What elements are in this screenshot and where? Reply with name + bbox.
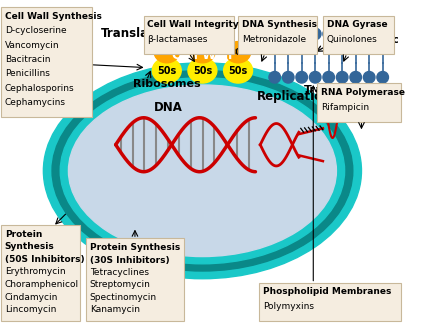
Text: RNA Polymerase: RNA Polymerase [321,88,405,97]
Text: 30s: 30s [158,48,176,57]
Text: Penicillins: Penicillins [5,69,50,78]
Ellipse shape [52,70,353,271]
Text: Rifampicin: Rifampicin [321,103,369,112]
Ellipse shape [43,63,362,279]
Text: Tetracyclines: Tetracyclines [90,268,149,277]
Text: 30s: 30s [229,48,247,57]
Ellipse shape [154,41,179,63]
Text: Streptomycin: Streptomycin [90,280,151,290]
Circle shape [282,71,294,83]
Text: DNA Gyrase: DNA Gyrase [327,20,387,29]
Text: Lincomycin: Lincomycin [5,305,56,314]
Text: Protein Synthesis: Protein Synthesis [90,243,180,252]
Text: (30S Inhibitors): (30S Inhibitors) [90,256,169,265]
Circle shape [296,28,307,40]
FancyBboxPatch shape [259,283,401,321]
Text: Cytoplasmic
Membrane: Cytoplasmic Membrane [328,35,400,56]
Circle shape [377,71,389,83]
Circle shape [350,28,362,40]
FancyBboxPatch shape [1,7,92,117]
Text: Cephamycins: Cephamycins [5,98,66,107]
Text: β-lactamases: β-lactamases [147,35,208,44]
Text: D-cycloserine: D-cycloserine [5,26,67,35]
Text: Vancomycin: Vancomycin [5,40,59,49]
Text: Erythromycin: Erythromycin [5,267,65,276]
Text: Metronidazole: Metronidazole [242,35,306,44]
Circle shape [323,28,334,40]
Text: (50S Inhibitors): (50S Inhibitors) [5,255,85,264]
Text: 30s: 30s [194,48,211,57]
Text: DNA Synthesis: DNA Synthesis [242,20,317,29]
Circle shape [350,71,362,83]
Text: 50s: 50s [193,65,212,76]
FancyBboxPatch shape [86,238,184,321]
Circle shape [336,71,348,83]
Ellipse shape [224,58,253,83]
Ellipse shape [226,41,250,63]
Text: DNA: DNA [154,101,183,114]
Circle shape [269,28,280,40]
FancyBboxPatch shape [238,15,317,54]
Text: Choramphenicol: Choramphenicol [5,280,79,289]
Circle shape [269,71,280,83]
Text: Polymyxins: Polymyxins [263,302,314,311]
Text: Replication: Replication [257,90,331,103]
Text: Bacitracin: Bacitracin [5,55,51,64]
Ellipse shape [190,41,215,63]
Text: Synthesis: Synthesis [5,242,55,251]
Text: Translation: Translation [101,27,175,40]
Text: Cell Wall: Cell Wall [172,49,232,62]
Text: Cindamycin: Cindamycin [5,292,58,302]
Ellipse shape [69,85,336,257]
FancyBboxPatch shape [317,83,401,122]
Circle shape [377,28,389,40]
FancyBboxPatch shape [323,15,394,54]
Ellipse shape [188,58,217,83]
Circle shape [323,71,334,83]
Circle shape [309,71,321,83]
Text: Spectinomycin: Spectinomycin [90,293,157,302]
FancyBboxPatch shape [1,225,80,321]
Text: Quinolones: Quinolones [327,35,378,44]
Text: Kanamycin: Kanamycin [90,305,140,314]
Circle shape [336,28,348,40]
Text: Phospholipid Membranes: Phospholipid Membranes [263,288,392,296]
Text: 50s: 50s [229,65,248,76]
Circle shape [296,71,307,83]
Text: Cell Wall Integrity: Cell Wall Integrity [147,20,239,29]
FancyBboxPatch shape [144,15,234,54]
Text: Cell Wall Synthesis: Cell Wall Synthesis [5,12,102,21]
Ellipse shape [60,78,345,264]
Circle shape [363,28,375,40]
Text: Cephalosporins: Cephalosporins [5,84,75,93]
Circle shape [282,28,294,40]
Circle shape [309,28,321,40]
Text: Protein: Protein [5,230,42,239]
Text: Ribosomes: Ribosomes [133,79,201,89]
Text: Transcription: Transcription [304,85,386,95]
Text: 50s: 50s [157,65,176,76]
Ellipse shape [152,58,181,83]
Circle shape [363,71,375,83]
